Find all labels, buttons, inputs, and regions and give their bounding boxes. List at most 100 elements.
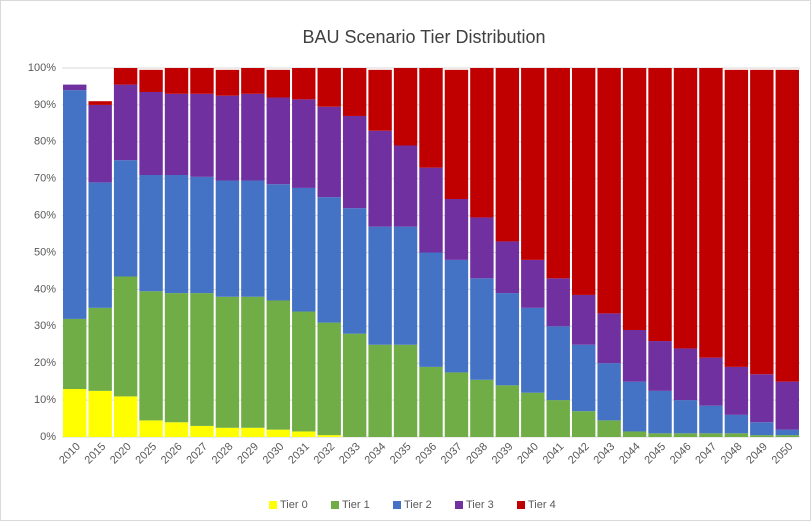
y-tick-label: 70% xyxy=(34,173,56,185)
bar-segment xyxy=(622,329,647,382)
bar-segment xyxy=(673,400,698,434)
bar-segment xyxy=(342,333,367,437)
bar-segment xyxy=(521,68,545,260)
bar-segment xyxy=(622,431,647,437)
bar-segment xyxy=(113,276,138,397)
bar-segment xyxy=(775,429,799,436)
y-tick-label: 40% xyxy=(34,283,56,295)
y-tick-label: 50% xyxy=(34,246,56,258)
bar-segment xyxy=(266,429,291,437)
bar-segment xyxy=(546,400,570,437)
bar-segment xyxy=(139,91,163,176)
bar-segment xyxy=(673,68,698,349)
bar-segment xyxy=(622,381,647,432)
bar-segment xyxy=(63,84,87,91)
bar-segment xyxy=(470,68,494,218)
legend-label: Tier 4 xyxy=(528,499,556,511)
bar-segment xyxy=(750,374,774,423)
bar-segment xyxy=(266,184,291,301)
bar-segment xyxy=(648,390,672,434)
bar-segment xyxy=(164,93,189,176)
bar-segment xyxy=(597,68,621,314)
y-tick-label: 60% xyxy=(34,210,56,222)
bar-segment xyxy=(393,344,418,437)
bar-segment xyxy=(88,101,112,105)
bar-segment xyxy=(546,278,570,327)
bar-segment xyxy=(393,226,418,345)
bar-segment xyxy=(673,348,698,401)
bar-segment xyxy=(63,389,87,437)
bar-segment xyxy=(292,99,316,188)
bar-segment xyxy=(368,344,392,437)
y-tick-label: 20% xyxy=(34,357,56,369)
y-tick-label: 100% xyxy=(28,62,56,74)
bar-segment xyxy=(750,69,774,375)
bar-segment xyxy=(113,396,138,437)
bar-segment xyxy=(241,93,265,181)
bar-segment xyxy=(699,433,723,437)
bar-segment xyxy=(139,69,163,92)
bar-segment xyxy=(648,68,672,342)
bar-segment xyxy=(495,293,520,386)
bar-segment xyxy=(571,68,596,295)
bar-segment xyxy=(368,226,392,345)
legend-label: Tier 2 xyxy=(404,499,432,511)
bar-segment xyxy=(164,422,189,437)
bar-segment xyxy=(495,385,520,437)
bar-segment xyxy=(546,326,570,401)
bar-segment xyxy=(266,300,291,430)
bar-segment xyxy=(266,69,291,98)
bar-segment xyxy=(190,68,214,94)
bar-segment xyxy=(775,435,799,437)
bar-segment xyxy=(292,431,316,437)
bar-segment xyxy=(495,241,520,294)
bar-segment xyxy=(444,69,469,199)
bar-segment xyxy=(88,104,112,183)
bar-segment xyxy=(190,176,214,294)
bar-segment xyxy=(419,366,443,437)
bar-segment xyxy=(699,405,723,434)
bar-segment xyxy=(292,311,316,432)
bar-segment xyxy=(393,145,418,227)
bar-segment xyxy=(88,307,112,391)
bar-segment xyxy=(88,390,112,437)
bar-segment xyxy=(215,296,240,428)
bar-segment xyxy=(597,313,621,364)
bar-segment xyxy=(419,252,443,367)
bar-segment xyxy=(88,182,112,308)
bar-segment xyxy=(190,93,214,177)
bar-segment xyxy=(444,198,469,260)
bar-segment xyxy=(648,433,672,437)
bar-segment xyxy=(139,420,163,437)
bar-segment xyxy=(317,106,341,198)
bar-segment xyxy=(571,294,596,345)
bar-segment xyxy=(622,68,647,330)
bar-segment xyxy=(241,296,265,428)
bar-segment xyxy=(470,379,494,437)
bar-segment xyxy=(419,167,443,253)
bar-segment xyxy=(241,180,265,297)
legend-swatch xyxy=(269,501,277,509)
bar-segment xyxy=(215,69,240,96)
bar-segment xyxy=(113,84,138,161)
bar-segment xyxy=(597,420,621,437)
bar-segment xyxy=(317,322,341,436)
y-tick-label: 80% xyxy=(34,136,56,148)
bar-segment xyxy=(190,293,214,426)
bar-segment xyxy=(571,344,596,412)
bar-segment xyxy=(139,175,163,292)
bar-segment xyxy=(317,68,341,107)
bar-segment xyxy=(241,427,265,437)
bar-segment xyxy=(673,433,698,437)
bar-segment xyxy=(750,422,774,436)
legend-swatch xyxy=(331,501,339,509)
bar-segment xyxy=(215,427,240,437)
bar-segment xyxy=(470,278,494,380)
bar-segment xyxy=(521,259,545,308)
bar-segment xyxy=(495,68,520,242)
bar-segment xyxy=(266,97,291,185)
bar-segment xyxy=(368,130,392,227)
legend-swatch xyxy=(393,501,401,509)
bar-segment xyxy=(444,259,469,373)
